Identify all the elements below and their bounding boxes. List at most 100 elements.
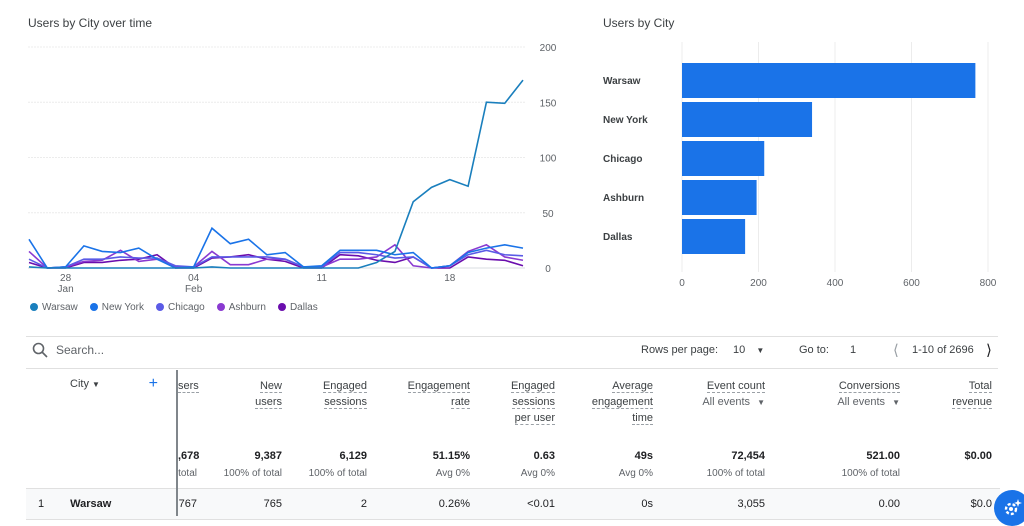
category-label: Ashburn [603, 193, 644, 204]
legend-item[interactable]: Dallas [277, 302, 318, 313]
x-tick-label: 800 [980, 278, 997, 289]
legend-item[interactable]: Warsaw [30, 302, 78, 313]
goto-input[interactable]: 1 [850, 344, 857, 356]
search-input[interactable]: Search... [56, 343, 105, 357]
y-tick-label: 50 [542, 209, 554, 220]
dropdown-arrow-icon: ▼ [757, 398, 765, 407]
prev-page-icon[interactable]: ⟨ [893, 342, 899, 359]
next-page-icon[interactable]: ⟩ [986, 342, 992, 359]
column-header-label: Average [612, 380, 653, 393]
x-tick-label: 11 [317, 273, 328, 284]
line-chart-legend: Warsaw New York Chicago Ashburn Dallas [30, 302, 318, 313]
search-box[interactable]: Search... [32, 342, 104, 358]
column-header[interactable]: Total revenue [908, 370, 1000, 444]
row-city[interactable]: Warsaw [70, 498, 112, 510]
add-dimension-icon[interactable]: + [148, 375, 158, 392]
column-header-label: Engaged [322, 380, 367, 393]
category-label: Warsaw [603, 76, 641, 87]
event-filter-dropdown[interactable]: All events ▼ [661, 396, 765, 408]
total-value: ,678 [178, 450, 200, 462]
category-label: Chicago [603, 154, 642, 165]
event-filter-dropdown[interactable]: All events ▼ [773, 396, 900, 408]
x-tick-sublabel: Jan [58, 284, 74, 295]
legend-item[interactable]: Ashburn [216, 302, 266, 313]
column-header-label: users [255, 396, 282, 409]
column-header-label: revenue [952, 396, 992, 409]
total-value: $0.00 [964, 450, 992, 462]
total-value: Avg 0% [618, 468, 653, 479]
legend-label: Chicago [168, 302, 205, 313]
insights-button[interactable] [994, 490, 1024, 526]
legend-item[interactable]: New York [89, 302, 144, 313]
legend-dot-icon [156, 303, 164, 311]
total-value: 6,129 [339, 450, 367, 462]
column-header-label: per user [514, 412, 555, 425]
data-table: City ▼ + sers New users Engaged sessions Engag… [26, 370, 1000, 520]
x-tick-sublabel: Feb [185, 284, 203, 295]
total-value: 0.63 [533, 450, 555, 462]
bar-chicago [682, 141, 765, 176]
total-value: 49s [634, 450, 653, 462]
filter-label: All events [837, 396, 886, 408]
x-tick-label: 04 [188, 273, 200, 284]
line-chart-title: Users by City over time [28, 16, 153, 30]
bar-dallas [682, 219, 746, 254]
column-header[interactable]: Engaged sessions per user [478, 370, 563, 444]
total-value: 72,454 [731, 450, 765, 462]
y-tick-label: 150 [540, 98, 557, 109]
category-label: Dallas [603, 232, 633, 243]
x-tick-label: 200 [750, 278, 767, 289]
legend-label: New York [101, 302, 144, 313]
x-tick-label: 400 [827, 278, 844, 289]
cell-value: <0.01 [478, 488, 563, 520]
column-header-label: New [259, 380, 282, 393]
total-value: Avg 0% [435, 468, 470, 479]
legend-dot-icon [89, 303, 98, 311]
rows-per-page-label: Rows per page: [641, 344, 719, 356]
legend-dot-icon [30, 303, 38, 311]
column-header[interactable]: Conversions All events ▼ [773, 370, 908, 444]
series-line-new-york [28, 226, 524, 269]
goto-label: Go to: [799, 344, 829, 356]
column-header[interactable]: Average engagement time [563, 370, 661, 444]
total-value: 100% of total [223, 468, 282, 479]
legend-item[interactable]: Chicago [156, 302, 205, 313]
table-row[interactable]: 1 Warsaw 767 765 2 0.26% <0.01 0s 3,055 0.00 $0.0 [26, 488, 1000, 520]
cell-value: 3,055 [661, 488, 773, 520]
column-header[interactable]: sers [178, 370, 205, 444]
column-header-label: Event count [706, 380, 765, 393]
column-header[interactable]: Engaged sessions [290, 370, 375, 444]
cell-value: 767 [178, 488, 205, 520]
column-header-label: sessions [324, 396, 367, 409]
cell-value: 0.00 [773, 488, 908, 520]
total-value: Avg 0% [520, 468, 555, 479]
bar-warsaw [682, 63, 976, 98]
dimension-city-header[interactable]: City ▼ [70, 378, 100, 390]
row-rank: 1 [38, 498, 45, 510]
sparkle-gear-icon [1004, 499, 1022, 516]
sort-arrow-icon: ▼ [92, 380, 100, 389]
total-value [908, 468, 1000, 489]
column-header[interactable]: New users [205, 370, 290, 444]
column-header-label: rate [451, 396, 470, 409]
search-icon [32, 342, 48, 358]
bar-ashburn [682, 180, 757, 215]
category-label: New York [603, 115, 648, 126]
rows-per-page-select[interactable]: 10 ▼ [733, 344, 764, 356]
legend-label: Warsaw [42, 302, 78, 313]
column-header[interactable]: Event count All events ▼ [661, 370, 773, 444]
bar-chart-title: Users by City [603, 16, 675, 30]
filter-label: All events [702, 396, 751, 408]
rows-per-page-value: 10 [733, 344, 746, 356]
column-header[interactable]: Engagement rate [375, 370, 478, 444]
total-value: total [178, 468, 197, 479]
total-value: 51.15% [432, 450, 470, 462]
page-range: 1-10 of 2696 [912, 344, 974, 356]
divider [26, 368, 998, 369]
column-header-label: time [632, 412, 653, 425]
column-header-label: engagement [591, 396, 653, 409]
divider [26, 336, 998, 337]
city-header-label: City [70, 378, 89, 390]
legend-dot-icon [277, 303, 286, 311]
